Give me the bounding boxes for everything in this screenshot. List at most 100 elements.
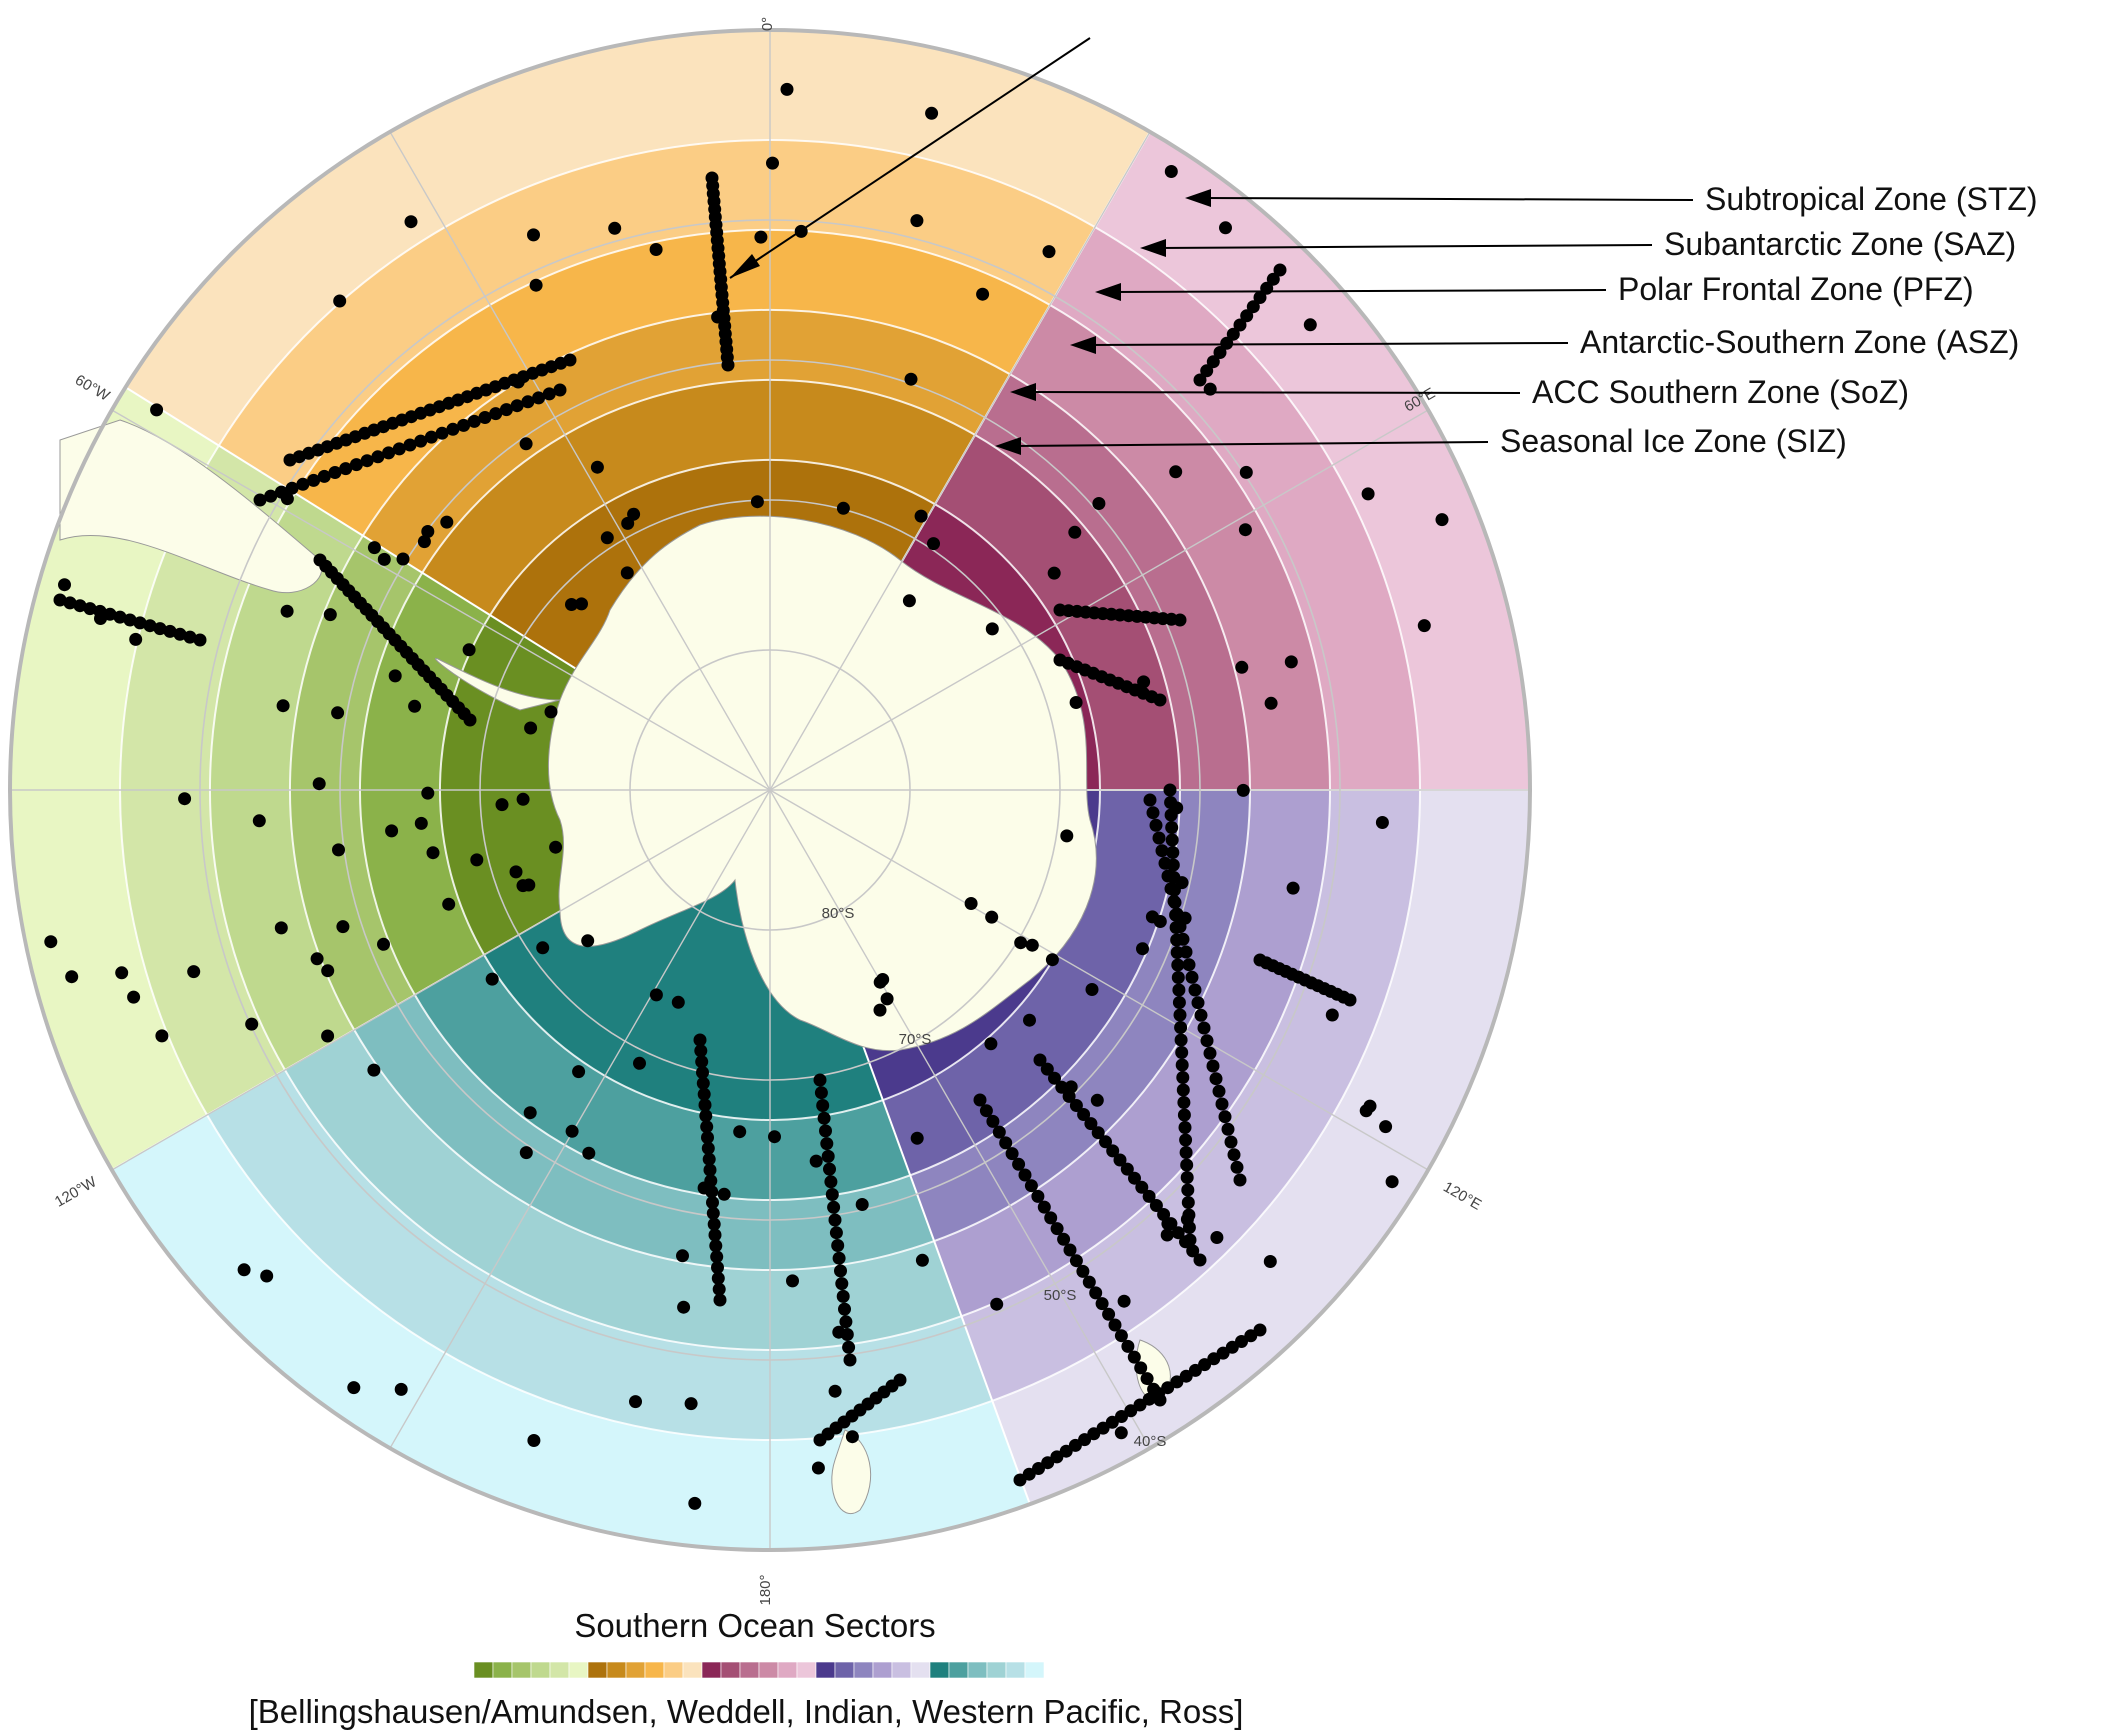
station-marker: [1045, 953, 1059, 967]
station-marker: [1173, 1008, 1187, 1022]
station-marker: [1121, 1339, 1135, 1353]
station-marker: [1209, 1072, 1223, 1086]
station-marker: [150, 403, 164, 417]
map-border: [8, 28, 1532, 1552]
station-marker: [703, 1163, 717, 1177]
legend-swatch-0-5: [568, 1661, 589, 1679]
station-marker: [1303, 318, 1317, 332]
station-marker: [516, 879, 530, 893]
station-marker: [750, 495, 764, 509]
station-marker: [1155, 844, 1169, 858]
station-marker: [467, 414, 481, 428]
station-marker: [717, 1187, 731, 1201]
station-marker: [1240, 309, 1254, 323]
station-marker: [123, 613, 137, 627]
station-marker: [1099, 1135, 1112, 1149]
legend-subtitle: [Bellingshausen/Amundsen, Weddell, India…: [249, 1693, 1244, 1730]
station-marker: [274, 921, 288, 935]
station-marker: [733, 1125, 747, 1139]
station-marker: [1146, 806, 1160, 820]
legend-swatch-0-3: [530, 1661, 551, 1679]
station-marker: [1076, 1264, 1090, 1278]
station-marker: [684, 1397, 698, 1411]
station-marker: [1179, 1235, 1192, 1249]
station-marker: [902, 594, 916, 608]
zone-arrow-line-3: [1087, 342, 1569, 346]
station-marker: [711, 1271, 725, 1285]
station-marker: [1120, 1162, 1134, 1176]
station-marker: [310, 952, 324, 966]
station-marker: [1375, 816, 1389, 829]
legend-swatch-1-3: [644, 1661, 665, 1679]
station-marker: [1069, 1254, 1083, 1268]
legend-swatch-3-0: [815, 1661, 836, 1679]
south-america-tip: [59, 419, 323, 594]
station-marker: [701, 1131, 714, 1144]
station-marker: [839, 1315, 853, 1329]
legend-title: Southern Ocean Sectors: [574, 1607, 935, 1644]
station-marker: [519, 437, 533, 451]
station-marker: [1233, 318, 1247, 332]
station-marker: [1115, 1410, 1128, 1423]
station-marker: [873, 975, 887, 989]
station-marker: [385, 824, 399, 838]
station-marker: [463, 713, 477, 727]
legend-swatch-1-0: [587, 1661, 608, 1679]
station-marker: [1175, 1046, 1189, 1059]
station-marker: [1238, 523, 1252, 537]
station-marker: [768, 1130, 781, 1144]
station-marker: [696, 1076, 710, 1090]
graticule: [8, 28, 1532, 1552]
station-marker: [1050, 1450, 1064, 1464]
station-marker: [824, 1175, 838, 1189]
station-marker: [1188, 983, 1202, 997]
station-marker: [927, 537, 940, 551]
legend-swatch-2-1: [720, 1661, 741, 1679]
station-marker: [979, 1104, 993, 1118]
station-marker: [253, 493, 267, 507]
station-marker: [1136, 942, 1149, 956]
station-marker: [1181, 1183, 1195, 1197]
station-marker: [1082, 1275, 1096, 1289]
station-marker: [495, 798, 509, 812]
station-marker: [1022, 1467, 1036, 1481]
sampling-stations: [44, 82, 1449, 1510]
station-marker: [1171, 1226, 1185, 1240]
station-marker: [1024, 1179, 1038, 1193]
station-marker: [1253, 291, 1267, 304]
station-marker: [1153, 693, 1167, 707]
station-marker: [414, 816, 428, 830]
station-marker: [1253, 1323, 1267, 1337]
station-marker: [178, 792, 192, 806]
station-marker: [1417, 619, 1431, 633]
station-marker: [1037, 1200, 1051, 1214]
station-marker: [1178, 911, 1192, 925]
station-marker: [367, 1063, 381, 1077]
station-marker: [695, 1055, 709, 1069]
station-marker: [1210, 1231, 1224, 1244]
station-marker: [1185, 970, 1199, 984]
station-marker: [457, 418, 471, 432]
station-marker: [1193, 1253, 1207, 1267]
map-labels: 0° 60°E 120°E 180° 120°W 60°W 80°S 70°S …: [52, 17, 2038, 1606]
new-zealand-island: [831, 1429, 872, 1514]
station-marker: [1235, 1335, 1248, 1348]
station-marker: [817, 1111, 831, 1125]
station-marker: [821, 1149, 835, 1163]
station-marker: [360, 454, 374, 468]
station-marker: [499, 403, 513, 417]
station-marker: [697, 1181, 711, 1195]
station-marker: [696, 1066, 709, 1079]
station-marker: [252, 814, 266, 828]
station-marker: [442, 897, 456, 911]
station-marker: [721, 358, 735, 372]
zone-arrowhead-5: [995, 437, 1021, 455]
station-marker: [1089, 1286, 1103, 1300]
legend-swatch-0-2: [511, 1661, 532, 1679]
front-line-wedd-3: [362, 308, 1011, 537]
station-marker: [1031, 1189, 1045, 1203]
station-marker: [565, 1124, 579, 1138]
station-marker: [417, 535, 431, 549]
station-marker: [1063, 1243, 1077, 1257]
